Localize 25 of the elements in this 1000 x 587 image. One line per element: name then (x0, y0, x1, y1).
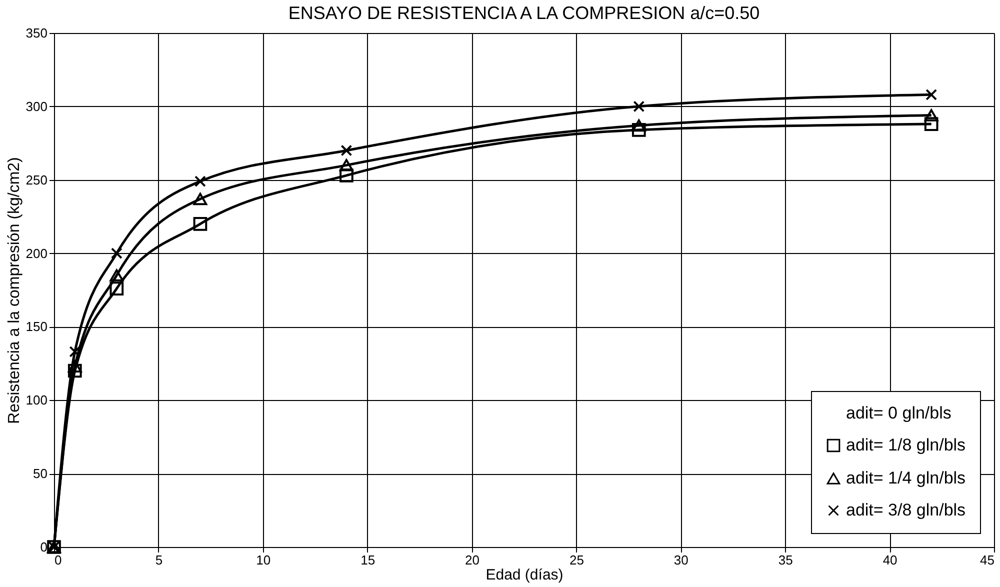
x-tick-label: 15 (360, 552, 376, 568)
legend-label: adit= 1/4 gln/bls (846, 468, 966, 488)
x-tick-label: 40 (882, 552, 898, 568)
y-tick-label: 100 (26, 392, 48, 408)
x-axis-title: Edad (días) (486, 566, 564, 584)
y-tick-label: 200 (26, 246, 48, 261)
x-tick-label: 25 (569, 552, 584, 568)
chart-title: ENSAYO DE RESISTENCIA A LA COMPRESION a/c=0.50 (288, 3, 760, 23)
x-tick-label: 10 (256, 552, 271, 568)
legend-label: adit= 1/8 gln/bls (846, 436, 966, 454)
y-tick-label: 250 (26, 172, 48, 188)
x-tick-label: 20 (465, 552, 480, 568)
text: adit= 0 gln/bls (846, 404, 952, 422)
y-tick-label: 150 (26, 319, 48, 334)
y-tick-label: 350 (26, 26, 48, 40)
x-tick-label: 45 (980, 552, 994, 568)
y-axis-title: Resistencia a la compresión (kg/cm2) (6, 157, 23, 424)
x-tick-label: 5 (155, 552, 163, 568)
legend-label: adit= 3/8 gln/bls (846, 500, 966, 520)
y-tick-label: 0 (40, 540, 48, 554)
y-tick-label: 50 (33, 466, 48, 482)
x-tick-label: 30 (674, 552, 688, 568)
x-tick-label: 0 (54, 552, 62, 568)
x-tick-label: 35 (778, 552, 793, 568)
y-tick-label: 300 (26, 98, 48, 114)
